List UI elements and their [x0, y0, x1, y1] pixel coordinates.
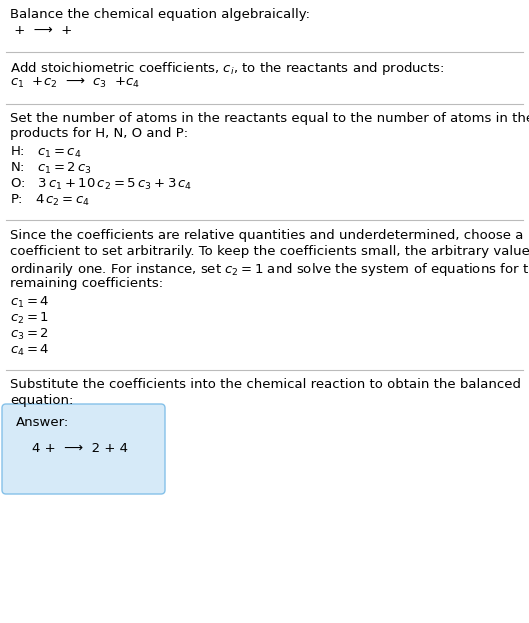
Text: equation:: equation:	[10, 394, 74, 407]
Text: N:   $c_1 = 2\,c_3$: N: $c_1 = 2\,c_3$	[10, 161, 92, 176]
Text: $c_2 = 1$: $c_2 = 1$	[10, 311, 49, 326]
Text: Set the number of atoms in the reactants equal to the number of atoms in the: Set the number of atoms in the reactants…	[10, 112, 529, 125]
Text: Substitute the coefficients into the chemical reaction to obtain the balanced: Substitute the coefficients into the che…	[10, 378, 521, 391]
Text: coefficient to set arbitrarily. To keep the coefficients small, the arbitrary va: coefficient to set arbitrarily. To keep …	[10, 245, 529, 258]
Text: 4 +  ⟶  2 + 4: 4 + ⟶ 2 + 4	[32, 442, 128, 455]
Text: $c_1 = 4$: $c_1 = 4$	[10, 295, 49, 310]
Text: O:   $3\,c_1 + 10\,c_2 = 5\,c_3 + 3\,c_4$: O: $3\,c_1 + 10\,c_2 = 5\,c_3 + 3\,c_4$	[10, 177, 193, 192]
Text: Add stoichiometric coefficients, $c_i$, to the reactants and products:: Add stoichiometric coefficients, $c_i$, …	[10, 60, 444, 77]
Text: Balance the chemical equation algebraically:: Balance the chemical equation algebraica…	[10, 8, 310, 21]
FancyBboxPatch shape	[2, 404, 165, 494]
Text: +  ⟶  +: + ⟶ +	[10, 24, 77, 37]
Text: Since the coefficients are relative quantities and underdetermined, choose a: Since the coefficients are relative quan…	[10, 229, 523, 242]
Text: $c_1$  +$c_2$  ⟶  $c_3$  +$c_4$: $c_1$ +$c_2$ ⟶ $c_3$ +$c_4$	[10, 76, 140, 90]
Text: $c_4 = 4$: $c_4 = 4$	[10, 343, 49, 358]
Text: products for H, N, O and P:: products for H, N, O and P:	[10, 127, 188, 140]
Text: H:   $c_1 = c_4$: H: $c_1 = c_4$	[10, 145, 81, 160]
Text: Answer:: Answer:	[16, 416, 69, 429]
Text: P:   $4\,c_2 = c_4$: P: $4\,c_2 = c_4$	[10, 193, 90, 208]
Text: ordinarily one. For instance, set $c_2 = 1$ and solve the system of equations fo: ordinarily one. For instance, set $c_2 =…	[10, 261, 529, 278]
Text: remaining coefficients:: remaining coefficients:	[10, 277, 163, 290]
Text: $c_3 = 2$: $c_3 = 2$	[10, 327, 49, 342]
